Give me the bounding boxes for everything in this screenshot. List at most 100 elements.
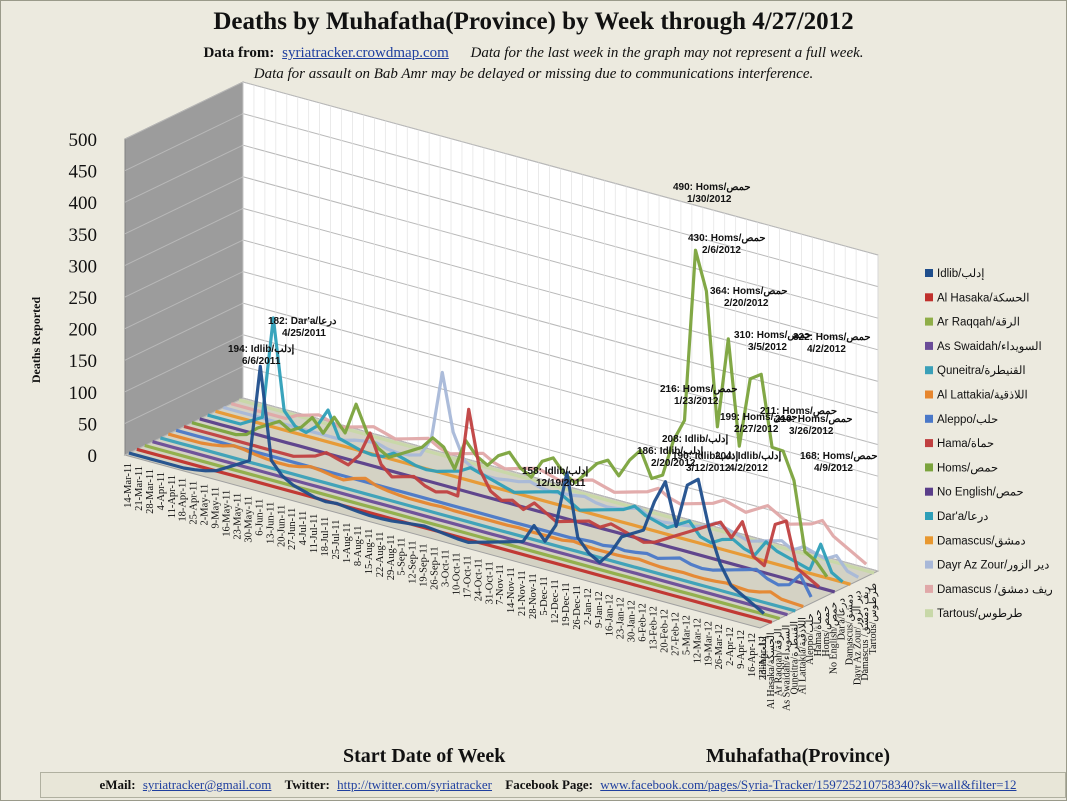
legend-swatch [925, 609, 933, 618]
series-line-4 [159, 436, 796, 613]
y-tick-label: 450 [69, 162, 98, 183]
x-tick-label: 28-Nov-11 [528, 573, 539, 619]
x-tick-label: 10-Oct-11 [451, 552, 462, 595]
y-tick-label: 200 [69, 320, 98, 341]
annotation-label: 322: Homs/حمص 4/2/2012 [793, 332, 871, 355]
x-tick-label: 2-May-11 [200, 484, 211, 526]
legend-swatch [925, 560, 933, 569]
annotation-label: 430: Homs/حمص 2/6/2012 [688, 233, 766, 256]
legend-swatch [925, 536, 933, 545]
z-tick-label: Al Hasaka/الحسكة [766, 632, 777, 709]
x-tick-label: 1-Aug-11 [342, 523, 353, 563]
y-tick-label: 150 [69, 351, 98, 372]
legend-label: Aleppo/حلب [937, 413, 998, 426]
note-bab-amr: Data for assault on Bab Amr may be delay… [253, 66, 814, 82]
x-tick-label: 5-Sep-11 [397, 538, 408, 576]
legend-swatch [925, 414, 933, 423]
x-tick-label: 28-Mar-11 [145, 469, 156, 514]
legend-label: Ar Raqqah/الرقة [937, 316, 1020, 329]
x-tick-label: 23-Jan-12 [616, 597, 627, 639]
chart-title: Deaths by Muhafatha(Province) by Week th… [213, 8, 854, 35]
annotation-label: 190: Idlib/إدلب 3/12/2012 [672, 451, 738, 474]
x-tick-label: 8-Aug-11 [353, 526, 364, 566]
x-tick-label: 6-Jun-11 [254, 499, 265, 536]
z-tick-label: As Swaidah/السويداء [782, 625, 793, 711]
facebook-link[interactable]: www.facebook.com/pages/Syria-Tracker/159… [600, 777, 1017, 792]
x-tick-label: 11-Apr-11 [167, 475, 178, 518]
legend-label: Hama/حماة [937, 437, 994, 450]
x-tick-label: 12-Sep-11 [408, 541, 419, 584]
z-tick-label: Dayr Az Zour/دير الزور [852, 591, 863, 686]
x-tick-label: 23-Apr-12 [758, 636, 769, 680]
series-line-7 [183, 407, 821, 589]
z-tick-label: Tartous/طرطوس [868, 583, 879, 654]
y-tick-label: 0 [88, 446, 98, 467]
facebook-label: Facebook Page: [505, 777, 593, 792]
series-line-10 [207, 316, 844, 584]
x-tick-label: 26-Dec-11 [572, 585, 583, 630]
x-tick-label: 19-Sep-11 [419, 544, 430, 587]
series-line-3 [152, 440, 788, 617]
legend-label: Dar'a/درعا [937, 510, 988, 523]
annotation-label: 490: Homs/حمص 1/30/2012 [673, 182, 751, 205]
data-from-label: Data from: [203, 45, 275, 61]
z-tick-label: No English/حمص [829, 602, 840, 674]
x-tick-label: 11-Jul-11 [309, 514, 320, 553]
series-line-2 [144, 443, 781, 621]
x-tick-label: 9-Apr-12 [736, 630, 747, 669]
annotation-label: 168: Homs/حمص 4/9/2012 [800, 451, 878, 474]
legend-label: Al Hasaka/الحسكة [937, 291, 1030, 304]
legend-swatch [925, 439, 933, 448]
annotation-label: 204: Idlib/إدلب 4/2/2012 [715, 451, 781, 474]
legend-label: As Swaidah/السويداء [937, 340, 1042, 353]
x-tick-label: 2-Jan-12 [583, 588, 594, 625]
annotation-label: 194: Idlib/إدلب 6/6/2011 [228, 344, 294, 367]
series-line-8 [191, 248, 829, 578]
x-tick-label: 21-Nov-11 [517, 570, 528, 616]
x-tick-label: 21-Mar-11 [134, 466, 145, 511]
y-tick-label: 100 [69, 383, 98, 404]
annotation-label: 211: Homs/حمص [760, 406, 837, 417]
y-tick-label: 400 [69, 193, 98, 214]
x-tick-label: 26-Mar-12 [714, 624, 725, 669]
z-tick-label: Aleppo/حلب [805, 613, 816, 665]
y-tick-label: 300 [69, 256, 98, 277]
legend-label: Damascus/دمشق [937, 535, 1026, 547]
x-tick-label: 25-Apr-11 [189, 481, 200, 525]
x-tick-label: 24-Oct-11 [473, 558, 484, 601]
email-link[interactable]: syriatracker@gmail.com [142, 777, 272, 792]
x-tick-label: 30-May-11 [243, 496, 254, 543]
note-partial-week: Data for the last week in the graph may … [470, 45, 864, 61]
series-line-13 [230, 402, 868, 566]
x-tick-label: 16-May-11 [222, 490, 233, 537]
footer-bar: eMail: syriatracker@gmail.com Twitter: h… [40, 772, 1066, 798]
x-tick-label: 9-May-11 [211, 487, 222, 529]
twitter-link[interactable]: http://twitter.com/syriatracker [337, 777, 493, 792]
legend-label: Homs/حمص [937, 462, 998, 474]
x-tick-label: 18-Jul-11 [320, 517, 331, 557]
x-tick-label: 6-Feb-12 [638, 603, 649, 642]
legend-swatch [925, 269, 933, 277]
legend-swatch [925, 487, 933, 496]
x-tick-label: 25-Jul-11 [331, 520, 342, 560]
z-tick-label: Hama/حماة [813, 610, 824, 657]
annotation-label: 186: Idlib/إدلب 2/20/2012 [637, 446, 703, 469]
y-axis-title: Deaths Reported [29, 297, 43, 384]
y-tick-label: 500 [69, 130, 98, 151]
x-tick-label: 22-Aug-11 [375, 532, 386, 578]
x-tick-label: 27-Feb-12 [670, 612, 681, 656]
x-tick-label: 13-Jun-11 [265, 502, 276, 544]
annotation-label: 199: Homs/حمص 2/27/2012 [720, 412, 798, 435]
twitter-label: Twitter: [284, 777, 330, 792]
x-axis-title: Start Date of Week [343, 745, 506, 767]
x-tick-label: 15-Aug-11 [364, 529, 375, 575]
legend-label: Idlib/إدلب [937, 267, 984, 281]
data-source-link[interactable]: syriatracker.crowdmap.com [282, 45, 449, 61]
z-tick-label: Idlib/إدلب [758, 636, 769, 678]
x-tick-label: 19-Dec-11 [561, 582, 572, 627]
legend-swatch [925, 317, 933, 326]
x-tick-label: 5-Dec-11 [539, 576, 550, 615]
legend-swatch [925, 584, 933, 593]
annotation-label: 210: Homs/حمص 3/26/2012 [775, 414, 853, 437]
x-tick-label: 7-Nov-11 [495, 564, 506, 604]
